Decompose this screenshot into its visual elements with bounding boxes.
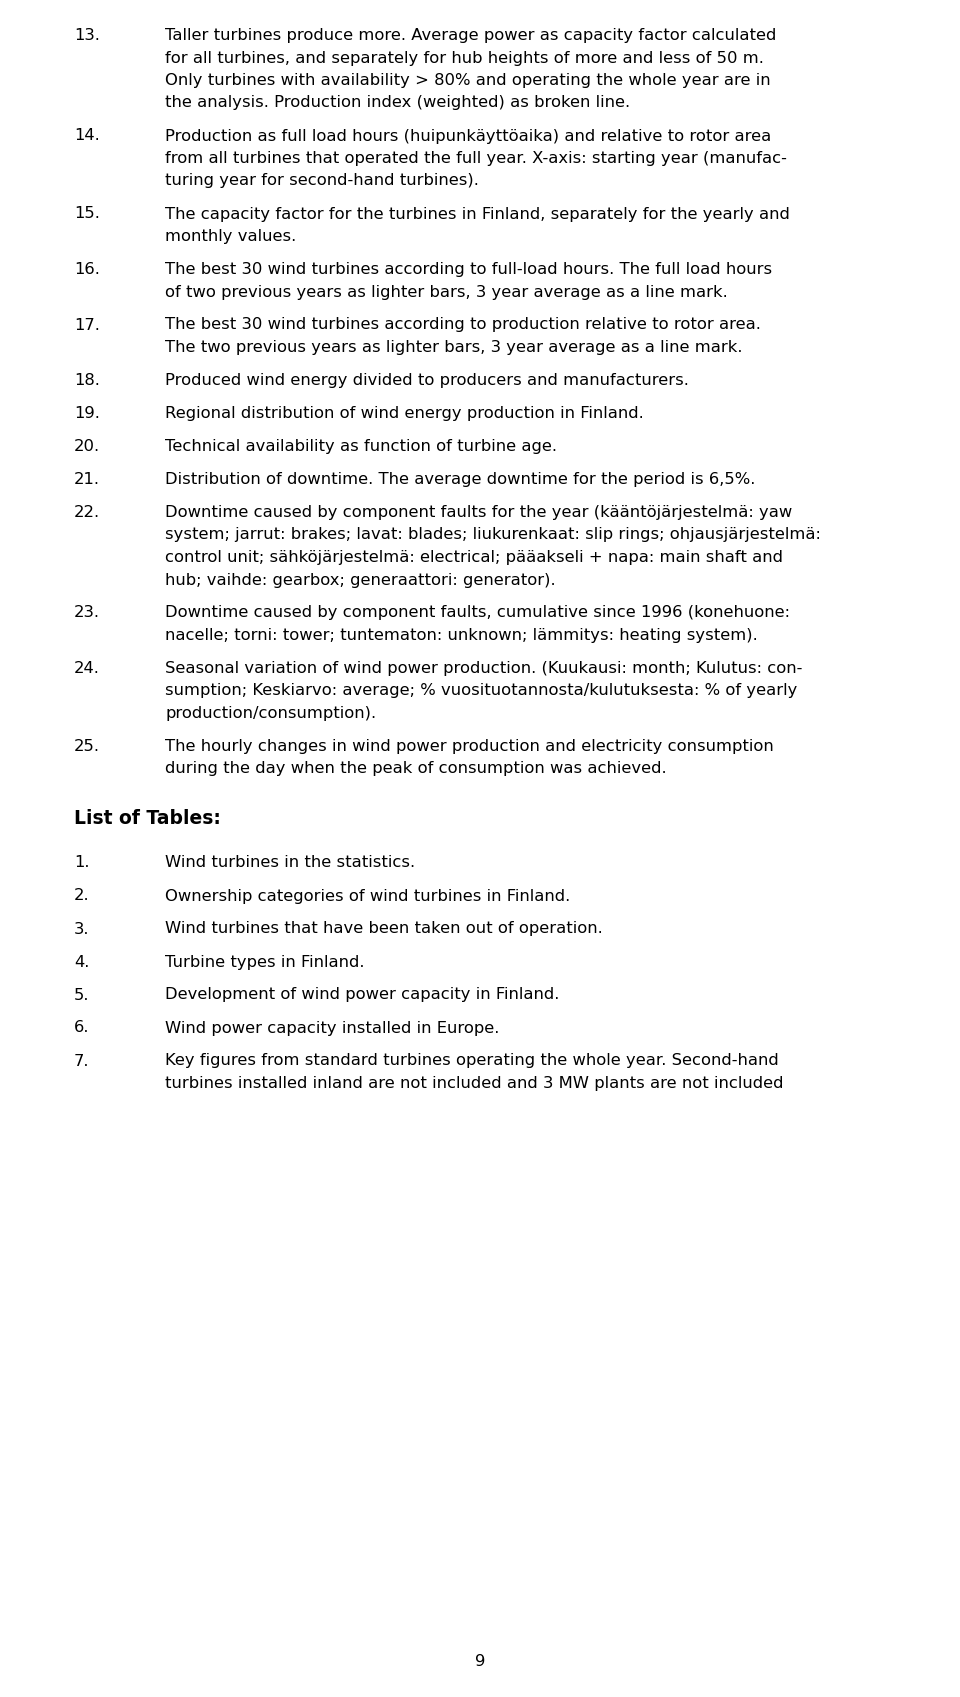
Text: The best 30 wind turbines according to full-load hours. The full load hours: The best 30 wind turbines according to f… [165, 261, 772, 277]
Text: nacelle; torni: tower; tuntematon: unknown; lämmitys: heating system).: nacelle; torni: tower; tuntematon: unkno… [165, 628, 757, 643]
Text: The best 30 wind turbines according to production relative to rotor area.: The best 30 wind turbines according to p… [165, 317, 761, 333]
Text: 17.: 17. [74, 317, 100, 333]
Text: Distribution of downtime. The average downtime for the period is 6,5%.: Distribution of downtime. The average do… [165, 472, 756, 487]
Text: Wind power capacity installed in Europe.: Wind power capacity installed in Europe. [165, 1020, 499, 1035]
Text: The capacity factor for the turbines in Finland, separately for the yearly and: The capacity factor for the turbines in … [165, 207, 790, 222]
Text: 2.: 2. [74, 889, 89, 903]
Text: during the day when the peak of consumption was achieved.: during the day when the peak of consumpt… [165, 762, 667, 777]
Text: 18.: 18. [74, 373, 100, 389]
Text: 24.: 24. [74, 662, 100, 675]
Text: monthly values.: monthly values. [165, 229, 297, 244]
Text: Produced wind energy divided to producers and manufacturers.: Produced wind energy divided to producer… [165, 373, 689, 389]
Text: 1.: 1. [74, 855, 89, 871]
Text: 14.: 14. [74, 129, 100, 144]
Text: Downtime caused by component faults, cumulative since 1996 (konehuone:: Downtime caused by component faults, cum… [165, 606, 790, 621]
Text: for all turbines, and separately for hub heights of more and less of 50 m.: for all turbines, and separately for hub… [165, 51, 764, 66]
Text: 5.: 5. [74, 988, 89, 1003]
Text: The two previous years as lighter bars, 3 year average as a line mark.: The two previous years as lighter bars, … [165, 339, 743, 355]
Text: of two previous years as lighter bars, 3 year average as a line mark.: of two previous years as lighter bars, 3… [165, 285, 728, 299]
Text: 22.: 22. [74, 506, 100, 519]
Text: Downtime caused by component faults for the year (kääntöjärjestelmä: yaw: Downtime caused by component faults for … [165, 506, 792, 519]
Text: Wind turbines in the statistics.: Wind turbines in the statistics. [165, 855, 416, 871]
Text: 3.: 3. [74, 921, 89, 937]
Text: 7.: 7. [74, 1054, 89, 1069]
Text: Regional distribution of wind energy production in Finland.: Regional distribution of wind energy pro… [165, 406, 644, 421]
Text: 6.: 6. [74, 1020, 89, 1035]
Text: Development of wind power capacity in Finland.: Development of wind power capacity in Fi… [165, 988, 560, 1003]
Text: from all turbines that operated the full year. X-axis: starting year (manufac-: from all turbines that operated the full… [165, 151, 787, 166]
Text: turing year for second-hand turbines).: turing year for second-hand turbines). [165, 173, 479, 188]
Text: control unit; sähköjärjestelmä: electrical; pääakseli + napa: main shaft and: control unit; sähköjärjestelmä: electric… [165, 550, 783, 565]
Text: Wind turbines that have been taken out of operation.: Wind turbines that have been taken out o… [165, 921, 603, 937]
Text: 23.: 23. [74, 606, 100, 621]
Text: Taller turbines produce more. Average power as capacity factor calculated: Taller turbines produce more. Average po… [165, 27, 777, 42]
Text: Production as full load hours (huipunkäyttöaika) and relative to rotor area: Production as full load hours (huipunkäy… [165, 129, 772, 144]
Text: production/consumption).: production/consumption). [165, 706, 376, 721]
Text: 21.: 21. [74, 472, 100, 487]
Text: turbines installed inland are not included and 3 MW plants are not included: turbines installed inland are not includ… [165, 1076, 783, 1091]
Text: 20.: 20. [74, 440, 100, 455]
Text: Seasonal variation of wind power production. (Kuukausi: month; Kulutus: con-: Seasonal variation of wind power product… [165, 662, 803, 675]
Text: 25.: 25. [74, 738, 100, 753]
Text: 13.: 13. [74, 27, 100, 42]
Text: Technical availability as function of turbine age.: Technical availability as function of tu… [165, 440, 557, 455]
Text: 15.: 15. [74, 207, 100, 222]
Text: Only turbines with availability > 80% and operating the whole year are in: Only turbines with availability > 80% an… [165, 73, 771, 88]
Text: 19.: 19. [74, 406, 100, 421]
Text: sumption; Keskiarvo: average; % vuosituotannosta/kulutuksesta: % of yearly: sumption; Keskiarvo: average; % vuosituo… [165, 684, 798, 699]
Text: List of Tables:: List of Tables: [74, 808, 221, 828]
Text: system; jarrut: brakes; lavat: blades; liukurenkaat: slip rings; ohjausjärjestel: system; jarrut: brakes; lavat: blades; l… [165, 528, 821, 543]
Text: hub; vaihde: gearbox; generaattori: generator).: hub; vaihde: gearbox; generaattori: gene… [165, 572, 556, 587]
Text: 4.: 4. [74, 954, 89, 969]
Text: The hourly changes in wind power production and electricity consumption: The hourly changes in wind power product… [165, 738, 774, 753]
Text: the analysis. Production index (weighted) as broken line.: the analysis. Production index (weighted… [165, 95, 631, 110]
Text: Ownership categories of wind turbines in Finland.: Ownership categories of wind turbines in… [165, 889, 570, 903]
Text: 16.: 16. [74, 261, 100, 277]
Text: 9: 9 [475, 1655, 485, 1670]
Text: Turbine types in Finland.: Turbine types in Finland. [165, 954, 365, 969]
Text: Key figures from standard turbines operating the whole year. Second-hand: Key figures from standard turbines opera… [165, 1054, 779, 1069]
